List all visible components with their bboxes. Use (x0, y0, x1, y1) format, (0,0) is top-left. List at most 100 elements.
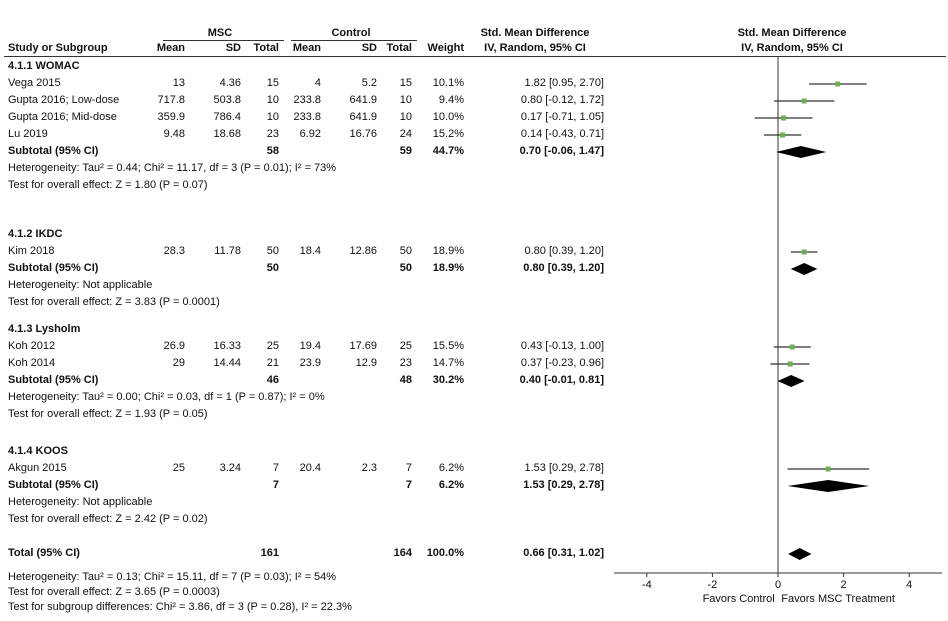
subtotal-msc-total: 7 (272, 479, 279, 491)
study-msc-sd: 3.24 (219, 462, 241, 474)
x-tick-label: 2 (841, 579, 847, 591)
x-tick-label: -4 (642, 579, 652, 591)
x-tick-label: 4 (906, 579, 912, 591)
total-msc-n: 161 (260, 547, 279, 559)
study-weight: 6.2% (438, 462, 464, 474)
x-tick-label: 0 (775, 579, 781, 591)
study-control-sd: 641.9 (349, 111, 377, 123)
x-tick-label: -2 (708, 579, 718, 591)
subtotal-smd-ci: 0.70 [-0.06, 1.47] (519, 145, 604, 157)
col-total-control: Total (386, 42, 412, 54)
study-msc-sd: 14.44 (213, 357, 241, 369)
subtotal-label: Subtotal (95% CI) (8, 374, 99, 386)
heterogeneity-text: Heterogeneity: Not applicable (8, 279, 153, 291)
col-mean-control: Mean (292, 42, 321, 54)
study-control-mean: 20.4 (299, 462, 321, 474)
study-control-total: 10 (399, 94, 412, 106)
study-smd-ci: 0.43 [-0.13, 1.00] (520, 340, 604, 352)
study-msc-sd: 4.36 (219, 77, 241, 89)
study-smd-ci: 0.37 [-0.23, 0.96] (520, 357, 604, 369)
study-control-mean: 6.92 (299, 128, 321, 140)
study-control-total: 25 (399, 340, 412, 352)
subgroup-title: 4.1.2 IKDC (8, 228, 63, 240)
study-point-estimate (787, 361, 793, 367)
study-weight: 10.0% (432, 111, 464, 123)
study-msc-mean: 28.3 (163, 245, 185, 257)
subtotal-msc-total: 58 (266, 145, 279, 157)
study-control-sd: 12.86 (349, 245, 377, 257)
subtotal-weight: 44.7% (432, 145, 464, 157)
smd-header-sub: IV, Random, 95% CI (484, 42, 586, 54)
study-msc-mean: 359.9 (157, 111, 185, 123)
subtotal-diamond (777, 375, 805, 387)
study-name: Lu 2019 (8, 128, 48, 140)
study-smd-ci: 0.14 [-0.43, 0.71] (520, 128, 604, 140)
study-name: Gupta 2016; Mid-dose (8, 111, 117, 123)
subtotal-label: Subtotal (95% CI) (8, 145, 99, 157)
study-msc-total: 23 (266, 128, 279, 140)
study-msc-mean: 25 (172, 462, 185, 474)
study-point-estimate (781, 115, 787, 121)
subtotal-control-total: 50 (399, 262, 412, 274)
subtotal-diamond (790, 263, 818, 275)
total-weight: 100.0% (426, 547, 464, 559)
study-msc-total: 50 (266, 245, 279, 257)
study-control-sd: 16.76 (349, 128, 377, 140)
study-weight: 18.9% (432, 245, 464, 257)
overall-diamond (788, 548, 812, 560)
study-msc-total: 7 (272, 462, 279, 474)
study-control-mean: 233.8 (293, 111, 321, 123)
study-point-estimate (789, 344, 795, 350)
col-sd-msc: SD (225, 42, 241, 54)
study-name: Gupta 2016; Low-dose (8, 94, 120, 106)
study-control-mean: 4 (314, 77, 321, 89)
total-control-n: 164 (393, 547, 412, 559)
total-smd-ci: 0.66 [0.31, 1.02] (523, 547, 604, 559)
study-name: Vega 2015 (8, 77, 61, 89)
study-smd-ci: 1.53 [0.29, 2.78] (524, 462, 604, 474)
subgroup-differences-test: Test for subgroup differences: Chi² = 3.… (8, 601, 352, 613)
total-overall-effect: Test for overall effect: Z = 3.65 (P = 0… (8, 586, 220, 598)
subgroup-title: 4.1.1 WOMAC (8, 60, 80, 72)
heterogeneity-text: Heterogeneity: Not applicable (8, 496, 153, 508)
study-smd-ci: 0.17 [-0.71, 1.05] (520, 111, 604, 123)
study-msc-total: 10 (266, 94, 279, 106)
study-name: Koh 2012 (8, 340, 56, 352)
total-label: Total (95% CI) (8, 547, 80, 559)
col-total-msc: Total (253, 42, 279, 54)
smd-header-title: Std. Mean Difference (480, 27, 590, 39)
col-mean-msc: Mean (156, 42, 185, 54)
overall-effect-text: Test for overall effect: Z = 1.93 (P = 0… (8, 408, 208, 420)
study-control-sd: 2.3 (361, 462, 377, 474)
study-point-estimate (780, 132, 786, 138)
col-study: Study or Subgroup (8, 42, 108, 54)
study-point-estimate (801, 249, 807, 255)
study-control-total: 7 (405, 462, 412, 474)
heterogeneity-text: Heterogeneity: Tau² = 0.00; Chi² = 0.03,… (8, 391, 325, 403)
study-msc-mean: 29 (172, 357, 185, 369)
study-msc-mean: 13 (172, 77, 185, 89)
study-point-estimate (825, 466, 831, 472)
subtotal-control-total: 59 (399, 145, 412, 157)
study-msc-sd: 786.4 (213, 111, 241, 123)
study-control-total: 15 (399, 77, 412, 89)
overall-effect-text: Test for overall effect: Z = 1.80 (P = 0… (8, 179, 208, 191)
study-msc-total: 10 (266, 111, 279, 123)
subtotal-weight: 18.9% (432, 262, 464, 274)
study-name: Koh 2014 (8, 357, 56, 369)
header-bottom-rule (4, 56, 946, 57)
study-name: Akgun 2015 (8, 462, 67, 474)
subtotal-weight: 30.2% (432, 374, 464, 386)
study-msc-sd: 503.8 (213, 94, 241, 106)
study-msc-total: 15 (266, 77, 279, 89)
study-msc-sd: 18.68 (213, 128, 241, 140)
study-smd-ci: 0.80 [0.39, 1.20] (524, 245, 604, 257)
study-msc-sd: 11.78 (214, 245, 241, 257)
subtotal-control-total: 7 (405, 479, 412, 491)
study-msc-mean: 717.8 (157, 94, 185, 106)
study-weight: 10.1% (432, 77, 464, 89)
study-control-sd: 12.9 (355, 357, 377, 369)
subtotal-diamond (776, 146, 827, 158)
study-control-sd: 641.9 (349, 94, 377, 106)
